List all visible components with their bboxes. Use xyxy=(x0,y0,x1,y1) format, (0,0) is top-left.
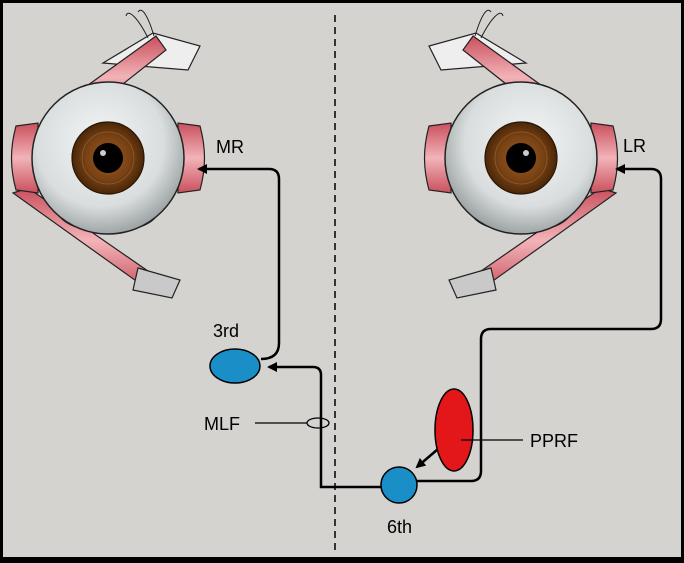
mlf-marker xyxy=(306,417,330,429)
lr-label: LR xyxy=(623,136,646,156)
sixth-nerve-nucleus xyxy=(380,466,418,504)
mlf-pathway xyxy=(267,362,383,489)
gaze-pathway-diagram: MR LR 3rd MLF 6th PPRF xyxy=(10,9,663,551)
pprf-label: PPRF xyxy=(530,431,578,451)
mlf-label: MLF xyxy=(204,414,240,434)
mr-label: MR xyxy=(216,137,244,157)
abducens-pathway xyxy=(415,164,663,483)
third-nerve-nucleus xyxy=(209,348,261,384)
oculomotor-pathway xyxy=(197,164,281,361)
pprf-nucleus xyxy=(434,388,474,472)
right-eye xyxy=(423,9,619,299)
left-eye xyxy=(10,9,206,299)
sixth-nucleus-label: 6th xyxy=(387,517,412,537)
third-nucleus-label: 3rd xyxy=(213,321,239,341)
